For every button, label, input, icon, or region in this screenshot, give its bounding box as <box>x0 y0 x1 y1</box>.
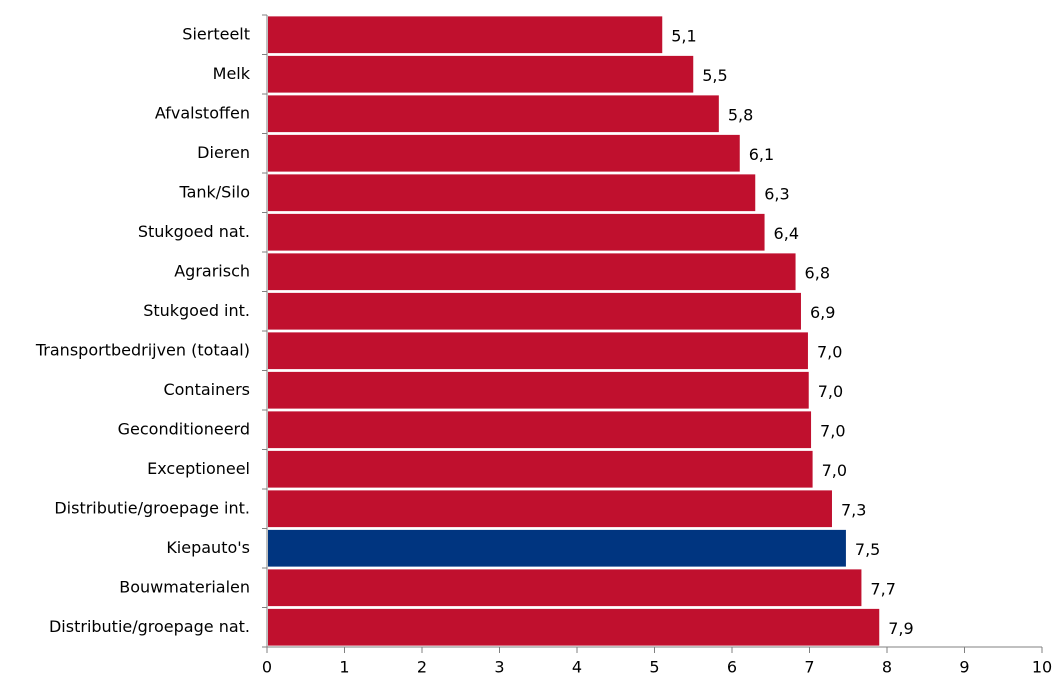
bar-6 <box>268 253 796 291</box>
x-tick-label: 0 <box>262 658 272 676</box>
value-label: 6,8 <box>805 263 830 282</box>
category-label: Stukgoed int. <box>143 301 250 320</box>
value-label: 6,4 <box>774 224 799 243</box>
value-label: 7,3 <box>841 500 866 519</box>
bar-2 <box>268 95 719 133</box>
category-label: Distributie/groepage int. <box>54 498 250 517</box>
bar-11 <box>268 450 813 488</box>
category-label: Transportbedrijven (totaal) <box>35 340 250 359</box>
bar-5 <box>268 213 765 251</box>
bar-3 <box>268 134 740 172</box>
category-label: Agrarisch <box>174 261 250 280</box>
value-label: 7,9 <box>888 619 913 638</box>
bar-7 <box>268 292 801 330</box>
value-label: 6,1 <box>749 145 774 164</box>
x-tick-label: 6 <box>727 658 737 676</box>
category-label: Geconditioneerd <box>118 419 250 438</box>
value-label: 6,9 <box>810 303 835 322</box>
labels-layer: Sierteelt 5,1 Melk 5,5 Afvalstoffen 5,8 Dieren… <box>35 24 1052 676</box>
x-tick-label: 4 <box>572 658 582 676</box>
category-label: Sierteelt <box>182 24 250 43</box>
bar-4 <box>268 174 756 212</box>
category-label: Dieren <box>197 143 250 162</box>
value-label: 7,5 <box>855 540 880 559</box>
x-tick-label: 5 <box>649 658 659 676</box>
bar-12 <box>268 490 832 528</box>
bar-0 <box>268 16 663 54</box>
category-label: Melk <box>213 64 251 83</box>
category-label: Afvalstoffen <box>155 103 250 122</box>
bar-1 <box>268 55 694 93</box>
bar-14 <box>268 569 862 607</box>
x-tick-label: 8 <box>882 658 892 676</box>
category-label: Containers <box>163 380 250 399</box>
x-tick-label: 7 <box>804 658 814 676</box>
value-label: 5,1 <box>671 26 696 45</box>
value-label: 6,3 <box>764 184 789 203</box>
bar-8 <box>268 332 808 370</box>
value-label: 7,7 <box>870 579 895 598</box>
value-label: 7,0 <box>820 421 845 440</box>
x-tick-label: 10 <box>1032 658 1052 676</box>
x-tick-label: 1 <box>339 658 349 676</box>
category-label: Bouwmaterialen <box>119 577 250 596</box>
x-tick-label: 2 <box>417 658 427 676</box>
category-label: Distributie/groepage nat. <box>49 617 250 636</box>
bar-10 <box>268 411 812 449</box>
value-label: 7,0 <box>818 382 843 401</box>
bar-15 <box>268 608 880 646</box>
bar-9 <box>268 371 809 409</box>
value-label: 5,5 <box>702 66 727 85</box>
value-label: 5,8 <box>728 105 753 124</box>
category-label: Kiepauto's <box>166 538 250 557</box>
axis-layer <box>262 14 1043 653</box>
value-label: 7,0 <box>822 461 847 480</box>
category-label: Tank/Silo <box>178 182 250 201</box>
category-label: Exceptioneel <box>147 459 250 478</box>
x-tick-label: 9 <box>959 658 969 676</box>
x-tick-label: 3 <box>494 658 504 676</box>
bars-layer <box>268 16 880 646</box>
bar-13 <box>268 529 846 567</box>
category-label: Stukgoed nat. <box>138 222 250 241</box>
value-label: 7,0 <box>817 342 842 361</box>
